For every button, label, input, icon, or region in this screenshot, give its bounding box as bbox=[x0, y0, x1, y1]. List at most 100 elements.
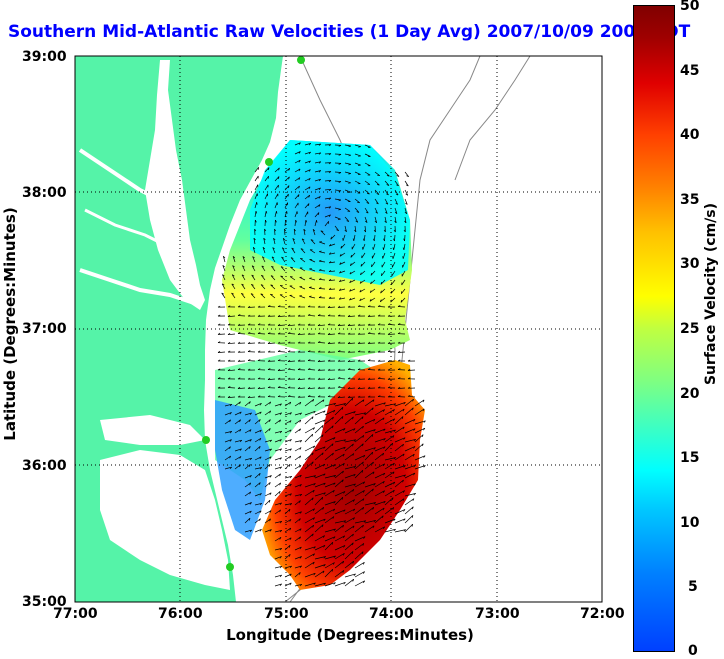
velocity-arrow-head bbox=[403, 518, 406, 521]
velocity-arrow bbox=[359, 279, 366, 284]
velocity-arrow-head bbox=[279, 583, 282, 586]
velocity-arrow-head bbox=[279, 448, 282, 451]
velocity-arrow-head bbox=[299, 465, 302, 468]
velocity-arrow bbox=[344, 428, 356, 434]
velocity-arrow bbox=[324, 197, 331, 200]
velocity-arrow bbox=[261, 265, 266, 272]
velocity-arrow-head bbox=[251, 274, 255, 277]
velocity-arrow-head bbox=[269, 456, 272, 459]
velocity-arrow-head bbox=[297, 368, 301, 370]
velocity-arrow bbox=[374, 180, 380, 186]
velocity-arrow bbox=[367, 315, 376, 317]
velocity-arrow bbox=[324, 402, 336, 407]
station-markers bbox=[202, 56, 305, 571]
velocity-arrow bbox=[284, 554, 291, 560]
velocity-arrow-head bbox=[260, 293, 264, 295]
velocity-arrow bbox=[274, 403, 282, 407]
velocity-arrow bbox=[324, 536, 336, 542]
velocity-arrow bbox=[364, 502, 376, 506]
velocity-arrow-head bbox=[383, 490, 385, 493]
velocity-arrow bbox=[294, 219, 297, 227]
velocity-arrow-head bbox=[297, 359, 301, 362]
velocity-arrow bbox=[247, 306, 256, 308]
station-marker bbox=[226, 563, 234, 571]
velocity-arrow-head bbox=[277, 359, 281, 362]
velocity-arrow bbox=[404, 493, 416, 497]
velocity-arrow-head bbox=[300, 248, 304, 250]
velocity-arrow-head bbox=[298, 194, 300, 197]
velocity-arrow-head bbox=[342, 553, 345, 556]
velocity-arrow bbox=[260, 293, 266, 299]
velocity-arrow bbox=[364, 189, 370, 195]
velocity-arrow-head bbox=[323, 518, 326, 522]
velocity-arrow bbox=[254, 493, 262, 497]
velocity-arrow bbox=[274, 556, 282, 560]
velocity-arrow bbox=[391, 279, 396, 286]
velocity-arrow-head bbox=[353, 508, 356, 512]
velocity-arrow bbox=[274, 502, 282, 506]
velocity-arrow-head bbox=[351, 551, 354, 554]
velocity-arrow-head bbox=[383, 428, 386, 432]
velocity-arrow bbox=[294, 465, 302, 470]
velocity-arrow-head bbox=[362, 490, 365, 493]
velocity-arrow-head bbox=[423, 427, 426, 431]
velocity-arrow-head bbox=[340, 245, 342, 249]
velocity-arrow bbox=[394, 401, 406, 407]
velocity-arrow-head bbox=[307, 387, 311, 389]
velocity-arrow-head bbox=[323, 564, 326, 567]
velocity-arrow-head bbox=[362, 524, 364, 528]
velocity-arrow bbox=[290, 266, 296, 272]
velocity-arrow bbox=[404, 180, 409, 187]
velocity-arrow-head bbox=[237, 359, 241, 362]
velocity-arrow bbox=[397, 351, 406, 353]
velocity-arrow bbox=[263, 238, 266, 245]
velocity-arrow bbox=[394, 207, 398, 214]
velocity-arrow-head bbox=[338, 199, 342, 202]
velocity-arrow-head bbox=[259, 438, 262, 441]
velocity-arrow-head bbox=[357, 387, 361, 389]
velocity-arrow bbox=[334, 198, 341, 201]
velocity-arrow bbox=[394, 180, 399, 187]
velocity-arrow bbox=[327, 378, 336, 381]
velocity-arrow bbox=[270, 284, 276, 290]
velocity-arrow-head bbox=[367, 193, 370, 195]
velocity-arrow-head bbox=[333, 501, 336, 504]
velocity-arrow bbox=[354, 461, 364, 470]
velocity-arrow-head bbox=[406, 175, 409, 178]
velocity-arrow-head bbox=[313, 410, 316, 414]
velocity-arrow-head bbox=[357, 368, 361, 371]
velocity-arrow bbox=[284, 412, 292, 416]
velocity-arrow bbox=[347, 360, 356, 363]
velocity-arrow-head bbox=[382, 247, 384, 250]
velocity-arrow bbox=[241, 274, 246, 281]
velocity-arrow bbox=[354, 524, 364, 533]
velocity-arrow bbox=[334, 524, 344, 533]
velocity-arrow bbox=[384, 481, 396, 488]
velocity-arrow-head bbox=[289, 537, 292, 541]
velocity-arrow-head bbox=[363, 455, 366, 458]
velocity-arrow-head bbox=[356, 211, 360, 213]
velocity-arrow-head bbox=[255, 210, 258, 214]
velocity-arrow-head bbox=[259, 493, 262, 496]
velocity-arrow-head bbox=[347, 305, 351, 308]
velocity-arrow bbox=[349, 279, 356, 284]
velocity-arrow bbox=[360, 270, 366, 276]
velocity-arrow-head bbox=[412, 498, 415, 501]
velocity-field-low bbox=[250, 140, 410, 285]
velocity-arrow-head bbox=[401, 416, 404, 420]
velocity-arrow-head bbox=[293, 228, 296, 232]
velocity-arrow-head bbox=[352, 453, 355, 456]
velocity-arrow-head bbox=[286, 211, 288, 214]
velocity-arrow bbox=[380, 297, 386, 303]
velocity-arrow-head bbox=[323, 482, 326, 486]
velocity-arrow-head bbox=[249, 446, 251, 449]
velocity-arrow bbox=[344, 207, 351, 212]
velocity-arrow bbox=[274, 537, 282, 542]
velocity-arrow-head bbox=[404, 211, 407, 215]
velocity-arrow bbox=[264, 193, 268, 200]
velocity-arrow bbox=[364, 225, 367, 233]
velocity-arrow bbox=[314, 570, 325, 578]
potomac-river bbox=[78, 148, 161, 202]
velocity-arrow-head bbox=[342, 463, 345, 466]
velocity-arrow-head bbox=[249, 491, 252, 495]
